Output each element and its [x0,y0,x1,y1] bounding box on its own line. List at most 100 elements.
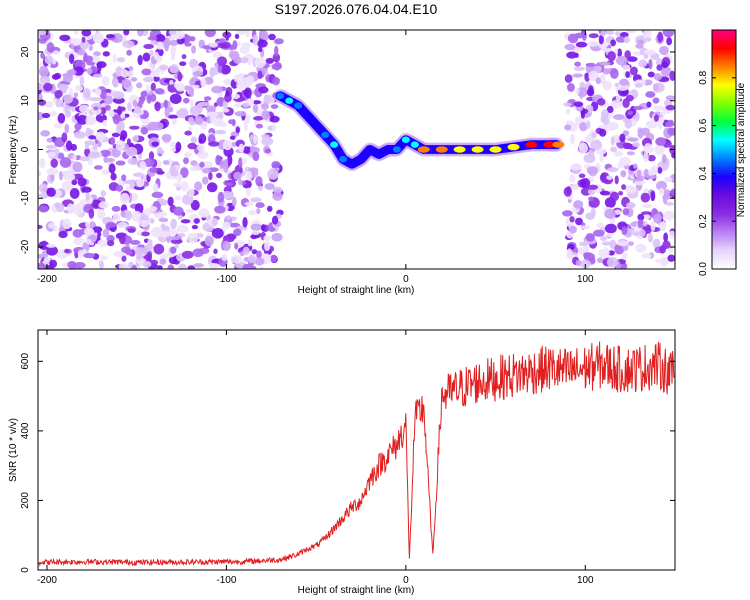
noise-blob [242,146,251,154]
noise-blob [246,75,255,86]
noise-blob [152,183,159,193]
noise-blob [84,143,90,150]
noise-blob [86,61,96,66]
snr-x-tick-label: 0 [403,575,409,586]
noise-blob [223,162,229,173]
noise-blob [139,160,147,171]
noise-blob [626,30,637,34]
noise-blob [654,258,666,264]
noise-blob [251,230,260,236]
noise-blob [64,123,70,134]
noise-blob [659,111,666,116]
noise-blob [49,111,58,117]
noise-blob [641,204,653,209]
ridge-point [417,146,430,153]
noise-blob [243,120,248,132]
noise-blob [102,51,110,57]
noise-blob [583,252,591,259]
snr-x-tick-label: -200 [37,575,57,586]
noise-blob [214,129,227,135]
noise-blob [40,130,51,137]
noise-blob [73,206,85,216]
noise-blob [154,101,161,112]
noise-blob [270,254,278,263]
noise-blob [169,79,174,85]
noise-blob [104,95,114,105]
noise-blob [587,184,599,190]
noise-blob [568,225,577,234]
noise-blob [129,125,140,130]
noise-blob [102,119,107,127]
ridge-point [321,131,330,139]
noise-blob [144,244,154,250]
noise-blob [221,190,234,200]
noise-blob [229,222,241,228]
noise-blob [622,64,631,71]
noise-blob [214,205,226,214]
noise-blob [169,64,179,74]
noise-blob [666,37,673,46]
noise-blob [112,78,119,88]
noise-blob [94,88,102,96]
noise-blob [142,261,152,268]
noise-blob [639,229,646,238]
noise-blob [208,263,220,269]
noise-blob [106,240,115,247]
noise-blob [154,72,161,78]
noise-blob [112,53,117,63]
noise-blob [222,139,233,151]
noise-blob [99,149,111,157]
noise-blob [132,172,145,177]
noise-blob [58,83,69,91]
noise-blob [88,135,97,140]
noise-blob [127,157,139,165]
noise-blob [661,61,669,69]
noise-blob [47,151,56,158]
noise-blob [576,86,588,98]
noise-blob [106,223,117,228]
noise-blob [255,123,264,129]
ridge-point [330,141,339,148]
noise-blob [236,30,247,36]
ridge-point [339,156,348,163]
noise-blob [73,92,79,98]
noise-blob [657,31,664,43]
noise-blob [55,99,63,108]
noise-blob [134,106,142,114]
noise-blob [245,187,251,197]
noise-blob [242,217,248,228]
noise-blob [609,239,617,250]
noise-blob [616,84,629,91]
noise-blob [261,136,274,146]
noise-blob [255,176,263,187]
noise-blob [72,229,84,238]
noise-blob [565,108,571,115]
noise-blob [183,157,189,165]
ridge-point [365,146,374,153]
colorbar-tick-label: 0.4 [698,166,709,180]
noise-blob [58,170,63,181]
noise-blob [610,136,615,146]
noise-blob [596,222,605,229]
noise-blob [208,171,213,181]
noise-blob [170,169,179,177]
noise-blob [258,185,263,191]
noise-blob [607,167,619,173]
noise-blob [242,102,250,108]
noise-blob [123,30,130,36]
noise-blob [176,176,182,184]
noise-blob [190,166,200,172]
noise-blob [161,133,172,142]
noise-blob [240,56,249,64]
noise-blob [61,132,68,143]
noise-blob [83,252,96,259]
noise-blob [609,191,620,202]
noise-blob [215,154,222,166]
noise-blob [615,31,621,36]
noise-blob [580,108,589,114]
noise-blob [112,114,121,125]
noise-blob [115,140,126,151]
noise-blob [201,161,213,169]
noise-blob [662,30,675,38]
noise-blob [72,154,77,161]
